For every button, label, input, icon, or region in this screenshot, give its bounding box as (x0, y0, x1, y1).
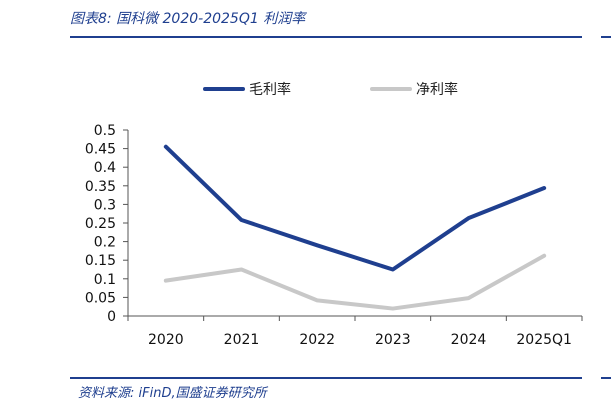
y-tick-label: 0.05 (85, 290, 116, 306)
x-tick-label: 2025Q1 (516, 332, 572, 348)
bottom-edge-mark (601, 377, 611, 379)
series-line-1 (163, 144, 547, 272)
top-edge-mark (601, 36, 611, 38)
bottom-divider (70, 377, 582, 379)
y-tick-label: 0.1 (94, 272, 116, 288)
legend-label: 毛利率 (249, 81, 291, 98)
x-axis: 2020 2021 2022 2023 2024 2025Q1 (127, 315, 583, 348)
y-tick-label: 0.2 (94, 235, 116, 251)
y-tick-label: 0.4 (94, 160, 116, 176)
x-tick-label: 2022 (299, 332, 335, 348)
y-tick-label: 0 (107, 309, 116, 325)
x-tick-label: 2020 (148, 332, 184, 348)
figure-title: 图表8: 国科微 2020-2025Q1 利润率 (70, 11, 306, 27)
x-tick-label: 2024 (451, 332, 487, 348)
source-note: 资料来源: iFinD,国盛证券研究所 (78, 386, 267, 401)
legend-label: 净利率 (416, 81, 458, 98)
y-tick-label: 0.3 (94, 197, 116, 213)
legend: 毛利率 净利率 (203, 81, 458, 98)
y-tick-label: 0.25 (85, 216, 116, 232)
x-tick-label: 2023 (375, 332, 411, 348)
y-tick-label: 0.35 (85, 179, 116, 195)
y-tick-label: 0.5 (94, 123, 116, 139)
series-line-2 (163, 253, 547, 311)
y-axis: 0 0.05 0.1 0.15 0.2 0.25 0.3 0.35 0.4 0.45 0.5 (85, 123, 129, 325)
x-tick-label: 2021 (224, 332, 260, 348)
top-divider (70, 36, 582, 38)
y-tick-label: 0.45 (85, 142, 116, 158)
series-layer (163, 144, 547, 311)
y-tick-label: 0.15 (85, 253, 116, 269)
